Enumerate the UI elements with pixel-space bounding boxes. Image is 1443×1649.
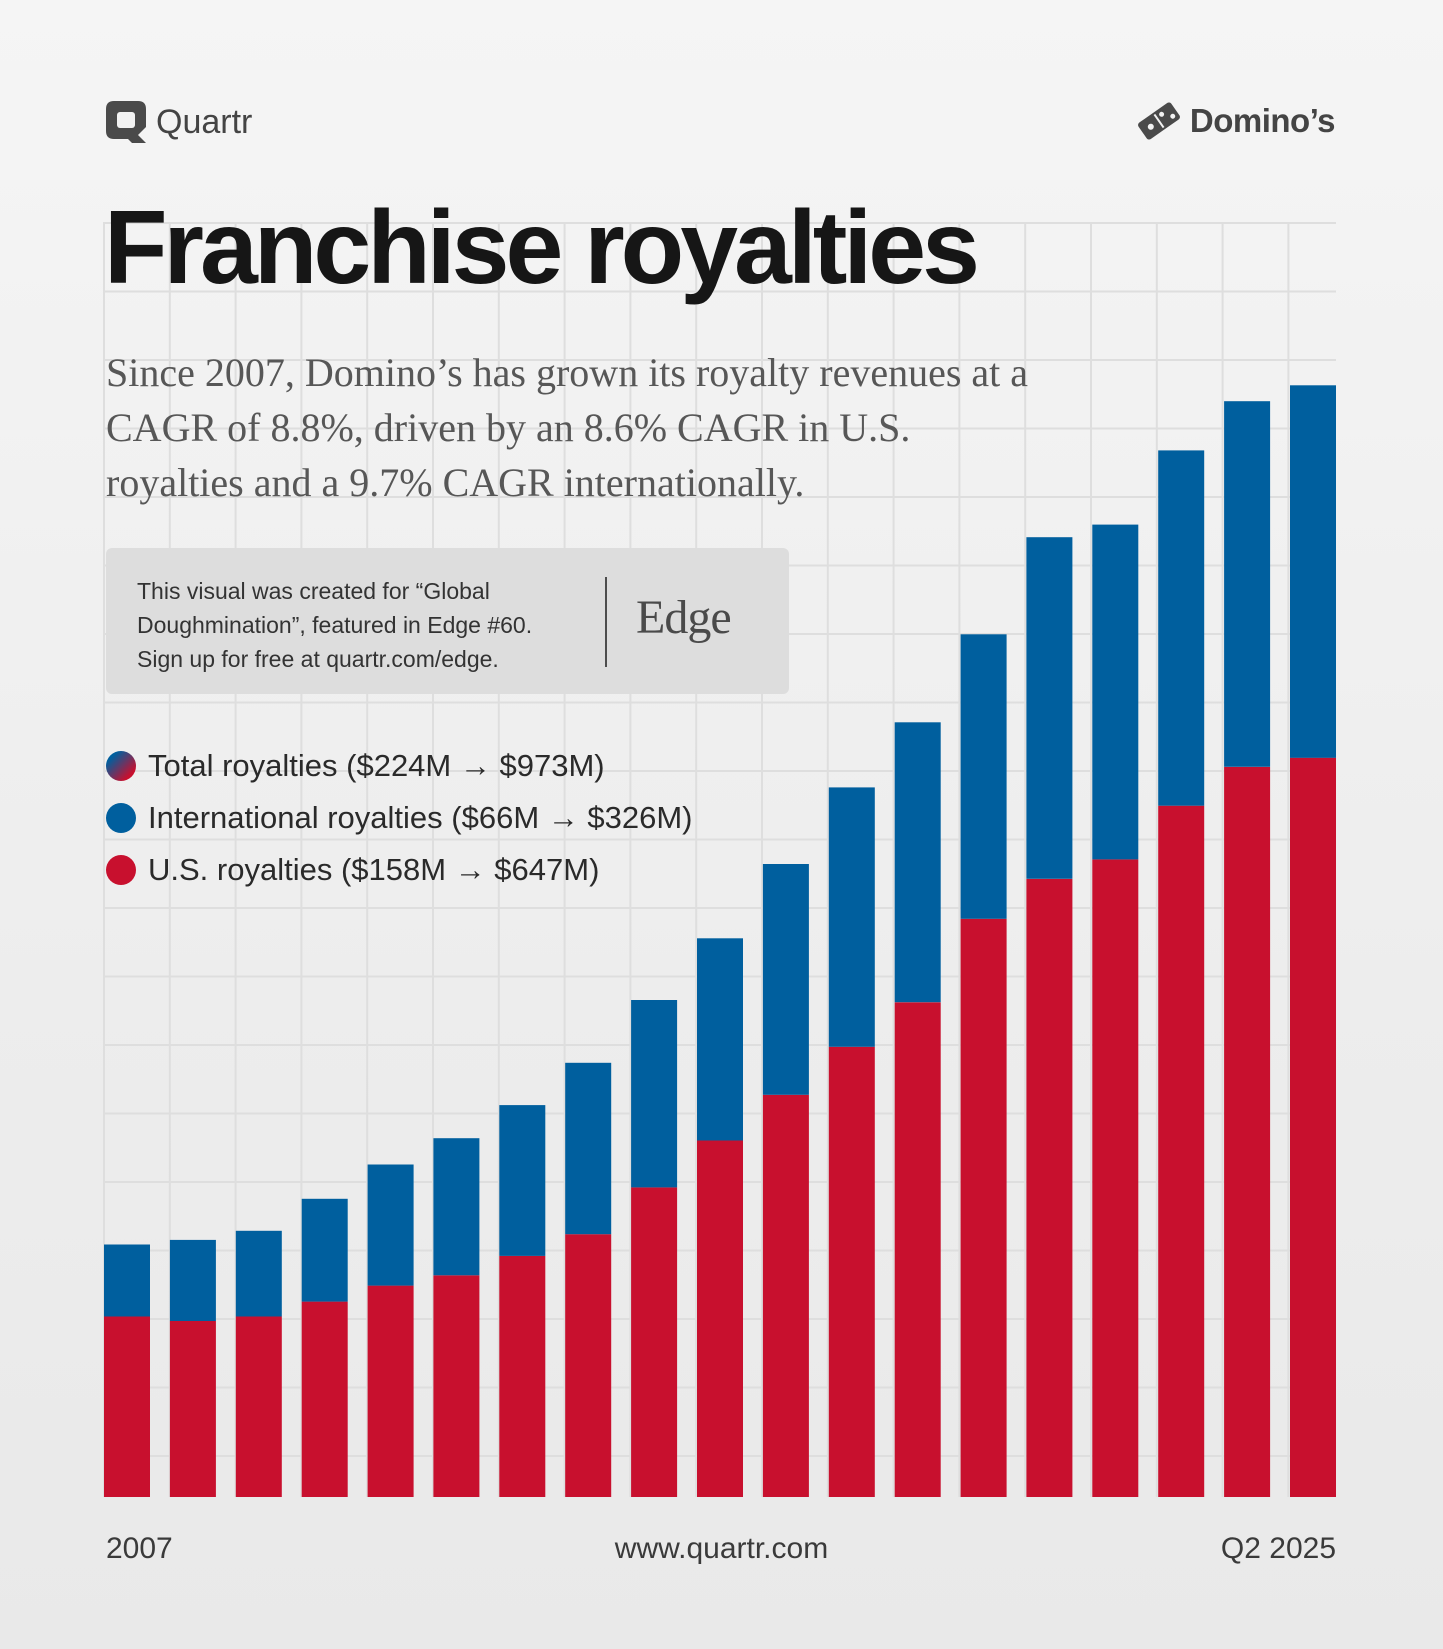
page-subtitle: Since 2007, Domino’s has grown its royal… [106,350,1029,505]
bar-us-royalties [433,1275,480,1497]
legend-item-us: U.S. royalties ($158M → $647M) [106,844,692,896]
bar-international-royalties [1026,537,1073,879]
bar-us-royalties [367,1285,414,1497]
bar-international-royalties [762,864,809,1095]
bar-us-royalties [1092,859,1139,1497]
bar-us-royalties [828,1046,875,1497]
chart-legend: Total royalties ($224M → $973M) Internat… [106,740,692,896]
edge-logo: Edge [636,591,732,644]
bar-international-royalties [1290,385,1336,758]
page-title: Franchise royalties [104,190,980,306]
bar-us-royalties [565,1234,612,1497]
quartr-logo-icon [106,101,146,143]
bar-us-royalties [697,1140,743,1497]
bar-us-royalties [235,1316,282,1497]
legend-label-international: International royalties ($66M → $326M) [148,800,693,835]
chart-bars [104,385,1336,1497]
legend-item-total: Total royalties ($224M → $973M) [106,740,692,792]
x-axis-start-label: 2007 [106,1532,173,1565]
legend-label-total: Total royalties ($224M → $973M) [148,748,605,783]
legend-item-international: International royalties ($66M → $326M) [106,792,692,844]
dominos-brand: Domino’s [1136,100,1336,142]
bar-us-royalties [762,1094,809,1497]
bar-international-royalties [301,1198,348,1302]
domino-tile-icon [1137,102,1180,140]
bar-us-royalties [169,1321,216,1497]
bar-international-royalties [631,1000,678,1188]
bar-international-royalties [1224,401,1271,767]
legend-label-us: U.S. royalties ($158M → $647M) [148,852,600,887]
bar-us-royalties [894,1002,941,1497]
bar-international-royalties [1092,524,1139,860]
bar-us-royalties [104,1316,150,1497]
bar-us-royalties [499,1255,546,1497]
bar-us-royalties [1026,878,1073,1497]
bar-international-royalties [104,1244,150,1317]
bar-international-royalties [169,1239,216,1321]
edge-callout: This visual was created for “Global Doug… [106,548,789,694]
quartr-name: Quartr [156,102,253,141]
bar-us-royalties [1290,757,1336,1497]
bar-international-royalties [433,1138,480,1276]
bar-international-royalties [235,1230,282,1317]
bar-international-royalties [828,787,875,1047]
total-dot-icon [106,751,136,781]
bar-us-royalties [960,918,1007,1497]
bar-international-royalties [960,634,1007,919]
bar-international-royalties [894,722,941,1003]
bar-us-royalties [301,1301,348,1497]
bar-international-royalties [1158,450,1205,806]
bar-international-royalties [565,1062,612,1235]
bar-us-royalties [1158,805,1205,1497]
bar-international-royalties [499,1105,546,1256]
bar-us-royalties [1224,766,1271,1497]
quartr-brand: Quartr [106,101,252,143]
callout-text: This visual was created for “Global Doug… [137,578,533,672]
x-axis-end-label: Q2 2025 [1220,1532,1336,1565]
us-dot-icon [106,855,136,885]
bar-international-royalties [697,938,743,1141]
callout-divider [605,577,607,667]
international-dot-icon [106,803,136,833]
footer-url: www.quartr.com [614,1532,829,1565]
bar-us-royalties [631,1187,678,1497]
bar-international-royalties [367,1164,414,1286]
dominos-name: Domino’s [1189,102,1336,139]
